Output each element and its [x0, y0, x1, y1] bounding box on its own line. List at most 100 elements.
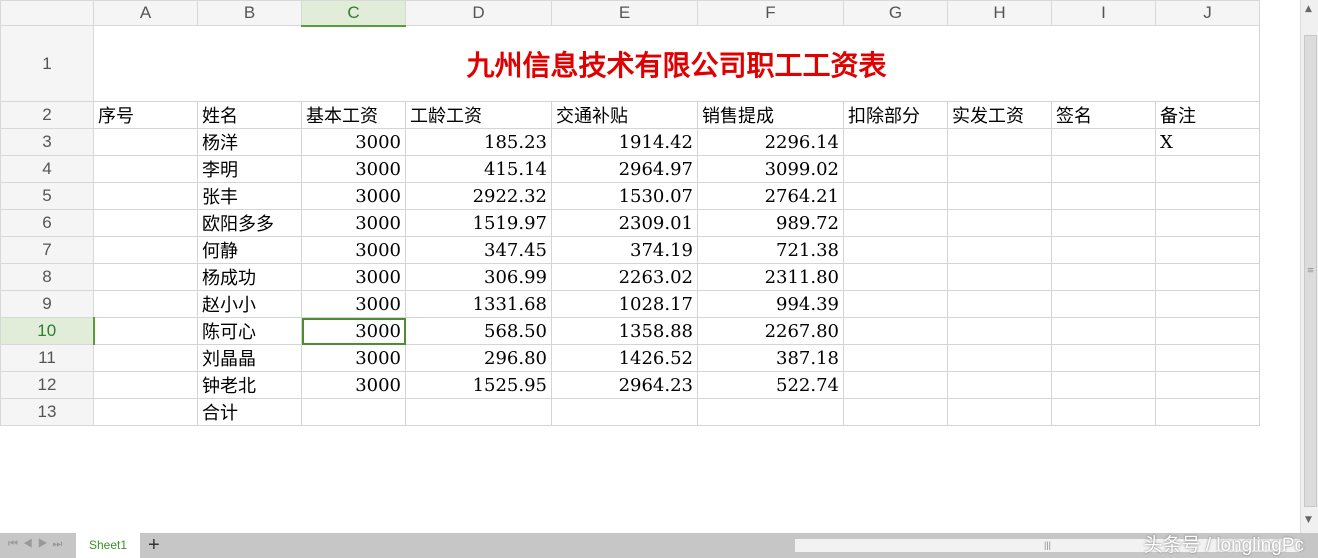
net-pay-cell[interactable] — [947, 209, 1052, 237]
column-label[interactable]: 实发工资 — [947, 101, 1052, 129]
seniority-cell[interactable]: 1519.97 — [405, 209, 552, 237]
column-header-H[interactable]: H — [947, 0, 1052, 26]
net-pay-cell[interactable] — [947, 236, 1052, 264]
net-pay-cell[interactable] — [947, 155, 1052, 183]
sales-cell[interactable]: 2296.14 — [697, 128, 844, 156]
column-header-J[interactable]: J — [1155, 0, 1260, 26]
seq-cell[interactable] — [93, 290, 198, 318]
add-sheet-button[interactable]: + — [148, 534, 160, 556]
signature-cell[interactable] — [1051, 236, 1156, 264]
row-header[interactable]: 5 — [0, 182, 94, 210]
name-cell[interactable]: 赵小小 — [197, 290, 302, 318]
note-cell[interactable] — [1155, 290, 1260, 318]
seniority-cell[interactable]: 1525.95 — [405, 371, 552, 399]
horizontal-scrollbar[interactable]: ||| — [795, 539, 1300, 552]
signature-cell[interactable] — [1051, 371, 1156, 399]
seniority-cell[interactable]: 568.50 — [405, 317, 552, 345]
cell[interactable] — [93, 398, 198, 426]
row-header[interactable]: 8 — [0, 263, 94, 291]
seniority-cell[interactable]: 347.45 — [405, 236, 552, 264]
sales-cell[interactable]: 2764.21 — [697, 182, 844, 210]
seniority-cell[interactable]: 1331.68 — [405, 290, 552, 318]
vertical-scroll-thumb[interactable]: ≡ — [1304, 35, 1317, 507]
seq-cell[interactable] — [93, 236, 198, 264]
seq-cell[interactable] — [93, 317, 198, 345]
deduction-cell[interactable] — [843, 317, 948, 345]
cell[interactable] — [843, 398, 948, 426]
sheet-tab[interactable]: Sheet1 — [76, 533, 140, 558]
seq-cell[interactable] — [93, 371, 198, 399]
note-cell[interactable] — [1155, 263, 1260, 291]
signature-cell[interactable] — [1051, 317, 1156, 345]
seq-cell[interactable] — [93, 344, 198, 372]
column-label[interactable]: 姓名 — [197, 101, 302, 129]
vertical-scrollbar[interactable]: ▲ ≡ ▼ — [1300, 0, 1318, 533]
deduction-cell[interactable] — [843, 263, 948, 291]
column-header-F[interactable]: F — [697, 0, 844, 26]
seq-cell[interactable] — [93, 155, 198, 183]
scroll-down-icon[interactable]: ▼ — [1305, 515, 1312, 525]
signature-cell[interactable] — [1051, 155, 1156, 183]
cell[interactable] — [551, 398, 698, 426]
sales-cell[interactable]: 3099.02 — [697, 155, 844, 183]
deduction-cell[interactable] — [843, 209, 948, 237]
note-cell[interactable] — [1155, 371, 1260, 399]
column-header-E[interactable]: E — [551, 0, 698, 26]
scroll-up-icon[interactable]: ▲ — [1305, 4, 1312, 14]
seq-cell[interactable] — [93, 128, 198, 156]
column-header-B[interactable]: B — [197, 0, 302, 26]
sales-cell[interactable]: 994.39 — [697, 290, 844, 318]
sales-cell[interactable]: 2267.80 — [697, 317, 844, 345]
name-cell[interactable]: 何静 — [197, 236, 302, 264]
deduction-cell[interactable] — [843, 344, 948, 372]
row-header[interactable]: 6 — [0, 209, 94, 237]
column-header-I[interactable]: I — [1051, 0, 1156, 26]
cell[interactable] — [301, 398, 406, 426]
signature-cell[interactable] — [1051, 290, 1156, 318]
deduction-cell[interactable] — [843, 371, 948, 399]
deduction-cell[interactable] — [843, 155, 948, 183]
column-label[interactable]: 签名 — [1051, 101, 1156, 129]
seq-cell[interactable] — [93, 182, 198, 210]
base-salary-cell[interactable]: 3000 — [301, 155, 406, 183]
seniority-cell[interactable]: 306.99 — [405, 263, 552, 291]
column-header-G[interactable]: G — [843, 0, 948, 26]
column-label[interactable]: 交通补贴 — [551, 101, 698, 129]
column-header-D[interactable]: D — [405, 0, 552, 26]
net-pay-cell[interactable] — [947, 128, 1052, 156]
sheet-nav-icons[interactable]: ⏮◀▶⏭ — [8, 538, 68, 550]
base-salary-cell[interactable]: 3000 — [301, 263, 406, 291]
signature-cell[interactable] — [1051, 263, 1156, 291]
note-cell[interactable] — [1155, 344, 1260, 372]
net-pay-cell[interactable] — [947, 344, 1052, 372]
signature-cell[interactable] — [1051, 182, 1156, 210]
cell[interactable] — [405, 398, 552, 426]
net-pay-cell[interactable] — [947, 182, 1052, 210]
name-cell[interactable]: 张丰 — [197, 182, 302, 210]
base-salary-cell[interactable]: 3000 — [301, 290, 406, 318]
cell[interactable] — [947, 398, 1052, 426]
base-salary-cell[interactable]: 3000 — [301, 236, 406, 264]
column-label[interactable]: 备注 — [1155, 101, 1260, 129]
transport-cell[interactable]: 2964.23 — [551, 371, 698, 399]
cell[interactable] — [1051, 398, 1156, 426]
transport-cell[interactable]: 1530.07 — [551, 182, 698, 210]
seniority-cell[interactable]: 296.80 — [405, 344, 552, 372]
deduction-cell[interactable] — [843, 236, 948, 264]
spreadsheet-grid[interactable]: A B C D E F G H I J 1 九州信息技术有限公司职工工资表 2 序号 姓名 基本工资 工龄工资交… — [0, 0, 1260, 426]
base-salary-cell[interactable]: 3000 — [301, 344, 406, 372]
note-cell[interactable] — [1155, 317, 1260, 345]
signature-cell[interactable] — [1051, 344, 1156, 372]
column-label[interactable]: 工龄工资 — [405, 101, 552, 129]
row-header[interactable]: 7 — [0, 236, 94, 264]
base-salary-cell[interactable]: 3000 — [301, 371, 406, 399]
seniority-cell[interactable]: 185.23 — [405, 128, 552, 156]
seq-cell[interactable] — [93, 209, 198, 237]
seq-cell[interactable] — [93, 263, 198, 291]
column-label[interactable]: 序号 — [93, 101, 198, 129]
row-header[interactable]: 4 — [0, 155, 94, 183]
transport-cell[interactable]: 2309.01 — [551, 209, 698, 237]
column-header-A[interactable]: A — [93, 0, 198, 26]
base-salary-cell[interactable]: 3000 — [301, 128, 406, 156]
deduction-cell[interactable] — [843, 182, 948, 210]
